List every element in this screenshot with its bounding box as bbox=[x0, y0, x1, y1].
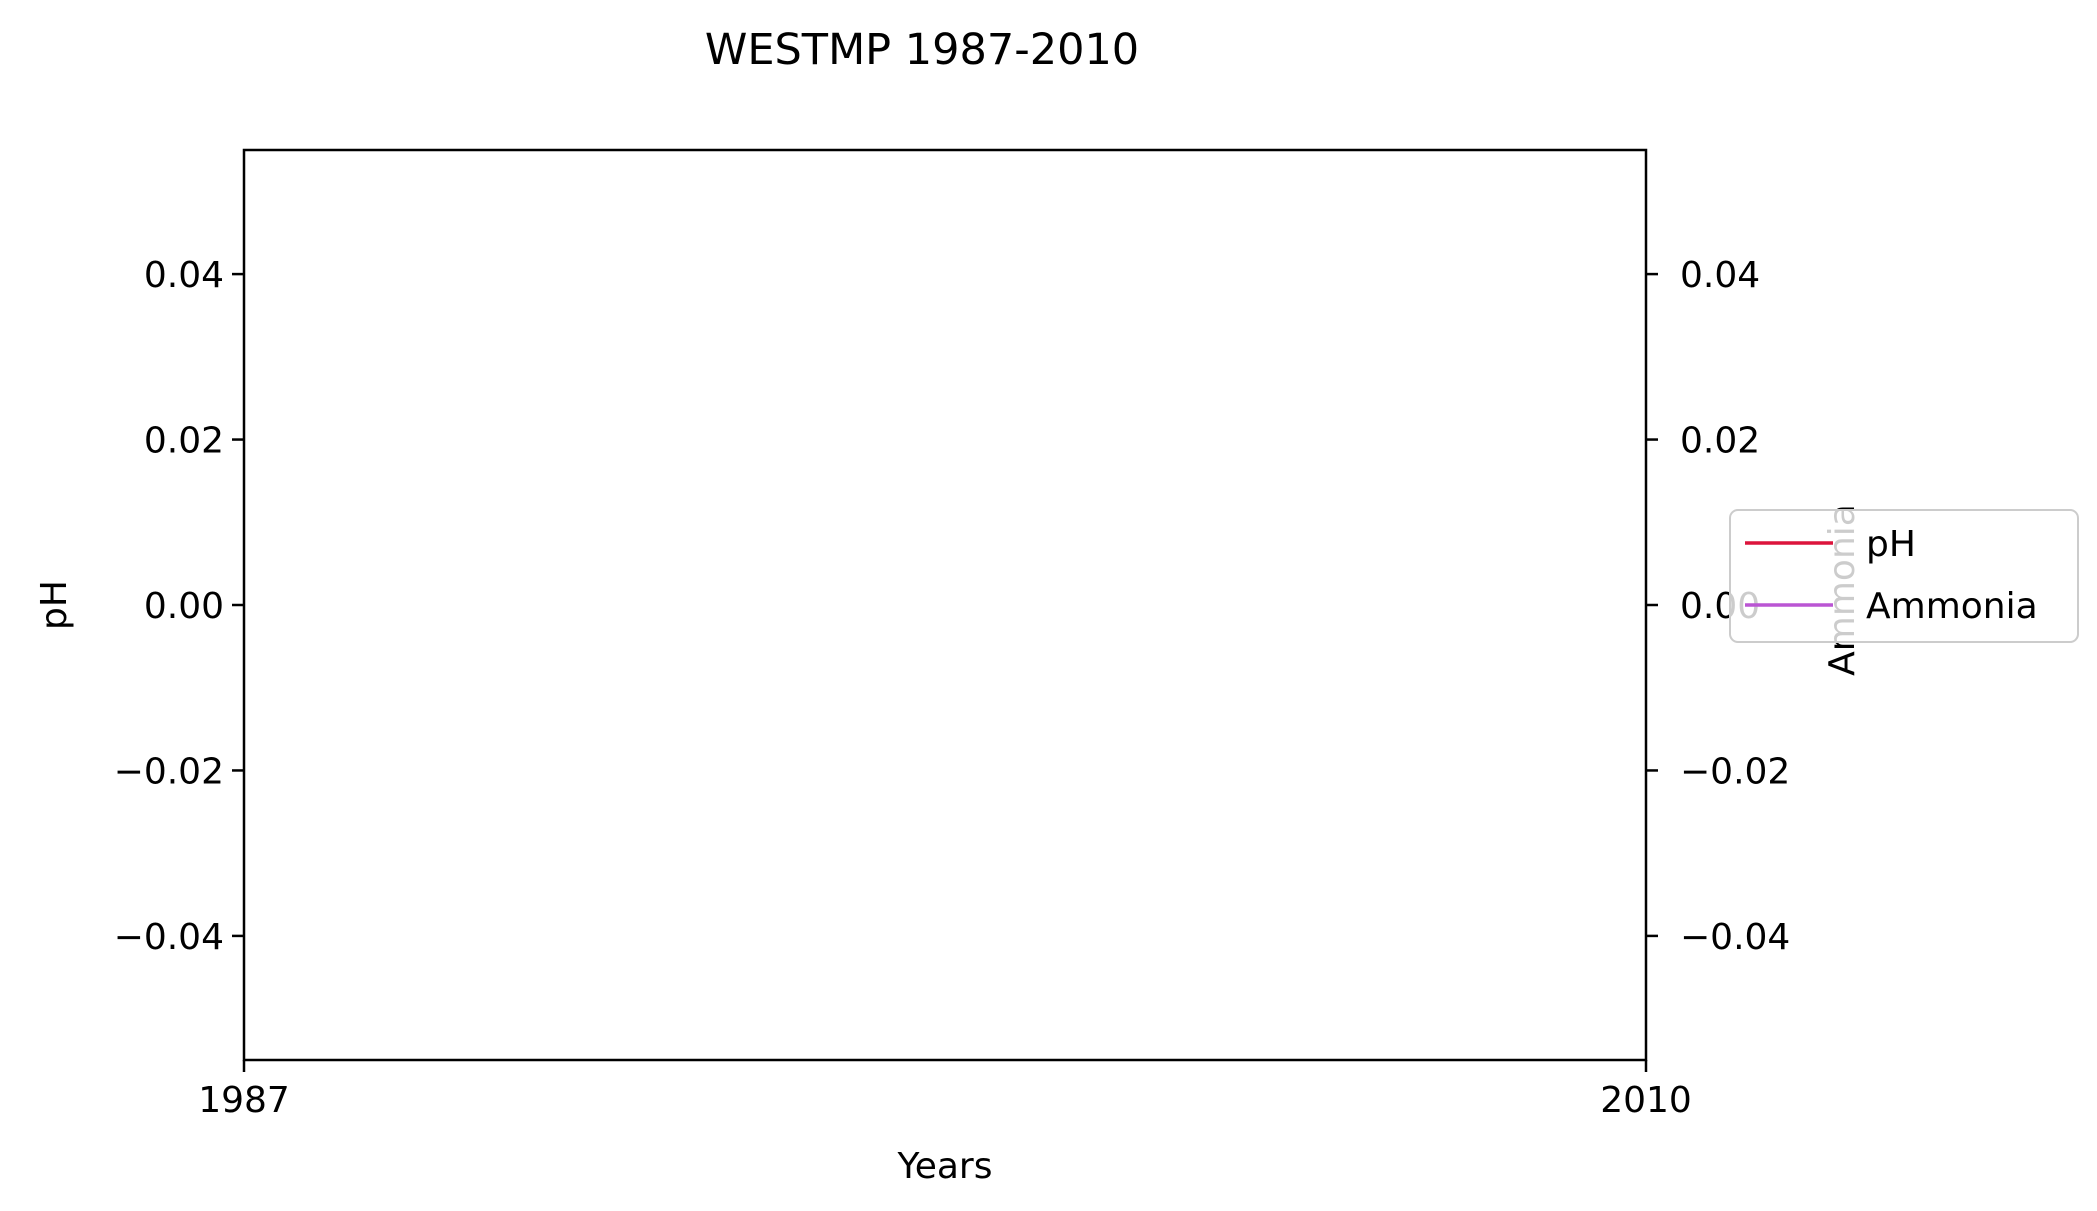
legend: pH Ammonia bbox=[1729, 509, 2079, 643]
plot-area bbox=[242, 148, 1648, 1062]
left-y-axis: 0.04 0.02 0.00 −0.02 −0.04 bbox=[114, 255, 244, 958]
right-y-tick-label: −0.04 bbox=[1680, 917, 1790, 958]
left-y-tick-label: 0.02 bbox=[144, 421, 224, 462]
left-y-tick-label: 0.04 bbox=[144, 255, 224, 296]
chart-title: WESTMP 1987-2010 bbox=[705, 25, 1139, 75]
y-axis-label: pH bbox=[34, 580, 75, 630]
left-y-tick-label: −0.04 bbox=[114, 917, 224, 958]
right-y-tick-label: −0.02 bbox=[1680, 751, 1790, 792]
left-y-tick-label: −0.02 bbox=[114, 751, 224, 792]
right-y-tick-label: 0.02 bbox=[1680, 421, 1760, 462]
right-y-tick-label: 0.04 bbox=[1680, 255, 1760, 296]
x-tick-label: 1987 bbox=[198, 1080, 290, 1121]
x-tick-label: 2010 bbox=[1600, 1080, 1692, 1121]
x-axis: 1987 2010 bbox=[198, 1060, 1692, 1121]
legend-label-ammonia: Ammonia bbox=[1866, 586, 2038, 627]
x-axis-label: Years bbox=[897, 1146, 993, 1187]
legend-label-ph: pH bbox=[1866, 524, 1916, 565]
left-y-tick-label: 0.00 bbox=[144, 586, 224, 627]
